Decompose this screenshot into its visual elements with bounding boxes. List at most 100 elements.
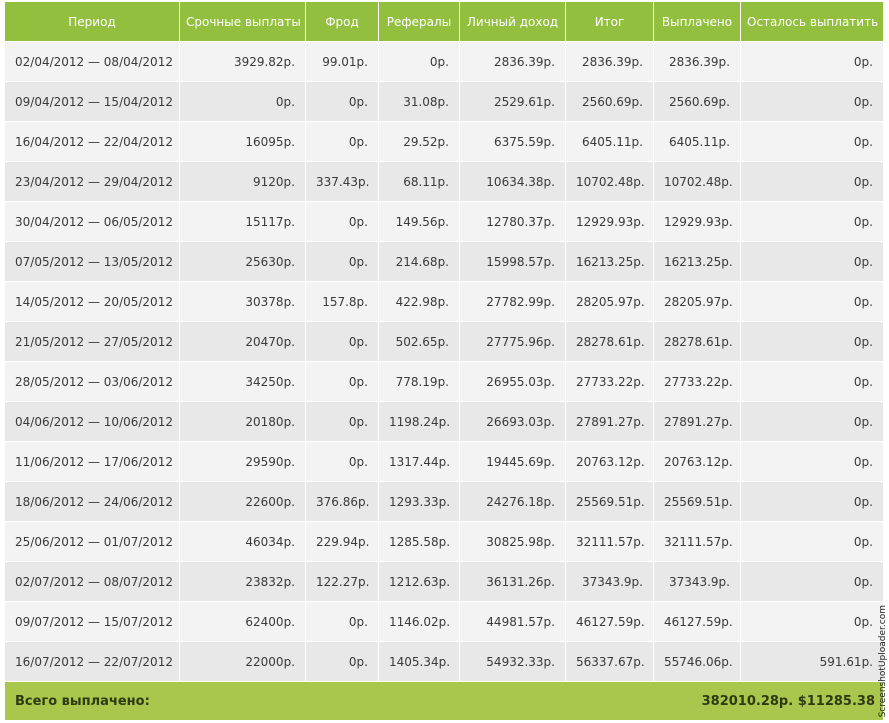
column-header-referrals: Рефералы xyxy=(379,2,460,41)
cell-paid: 27733.22р. xyxy=(654,361,741,401)
cell-referrals: 29.52р. xyxy=(379,121,460,161)
totals-label: Всего выплачено: xyxy=(15,693,150,709)
cell-personal-income: 15998.57р. xyxy=(460,241,566,281)
table-row: 14/05/2012 — 20/05/2012 30378р. 157.8р. 422… xyxy=(5,281,883,321)
table-row: 02/07/2012 — 08/07/2012 23832р. 122.27р. 12… xyxy=(5,561,883,601)
cell-urgent-payouts: 30378р. xyxy=(180,281,306,321)
cell-paid: 37343.9р. xyxy=(654,561,741,601)
cell-urgent-payouts: 16095р. xyxy=(180,121,306,161)
cell-total: 2560.69р. xyxy=(566,81,654,121)
column-header-urgent-payouts: Срочные выплаты xyxy=(180,2,306,41)
cell-fraud: 0р. xyxy=(306,441,379,481)
cell-total: 28205.97р. xyxy=(566,281,654,321)
cell-total: 32111.57р. xyxy=(566,521,654,561)
cell-urgent-payouts: 22600р. xyxy=(180,481,306,521)
cell-paid: 55746.06р. xyxy=(654,641,741,681)
cell-period: 16/07/2012 — 22/07/2012 xyxy=(5,641,180,681)
cell-personal-income: 44981.57р. xyxy=(460,601,566,641)
column-header-paid: Выплачено xyxy=(654,2,741,41)
cell-total: 27733.22р. xyxy=(566,361,654,401)
cell-personal-income: 24276.18р. xyxy=(460,481,566,521)
table-row: 21/05/2012 — 27/05/2012 20470р. 0р. 502.65р… xyxy=(5,321,883,361)
cell-remaining: 0р. xyxy=(741,441,883,481)
table-row: 02/04/2012 — 08/04/2012 3929.82р. 99.01р. 0… xyxy=(5,41,883,81)
cell-period: 02/04/2012 — 08/04/2012 xyxy=(5,41,180,81)
column-header-personal-income: Личный доход xyxy=(460,2,566,41)
cell-fraud: 0р. xyxy=(306,201,379,241)
cell-personal-income: 6375.59р. xyxy=(460,121,566,161)
cell-remaining: 0р. xyxy=(741,161,883,201)
cell-fraud: 0р. xyxy=(306,401,379,441)
cell-personal-income: 26693.03р. xyxy=(460,401,566,441)
table-row: 04/06/2012 — 10/06/2012 20180р. 0р. 1198.24… xyxy=(5,401,883,441)
totals-value: 382010.28р. $11285.38 xyxy=(701,693,875,709)
cell-remaining: 0р. xyxy=(741,81,883,121)
cell-personal-income: 19445.69р. xyxy=(460,441,566,481)
cell-personal-income: 27782.99р. xyxy=(460,281,566,321)
cell-fraud: 0р. xyxy=(306,241,379,281)
table-row: 11/06/2012 — 17/06/2012 29590р. 0р. 1317.44… xyxy=(5,441,883,481)
cell-urgent-payouts: 23832р. xyxy=(180,561,306,601)
cell-total: 25569.51р. xyxy=(566,481,654,521)
cell-total: 28278.61р. xyxy=(566,321,654,361)
cell-total: 27891.27р. xyxy=(566,401,654,441)
column-header-total: Итог xyxy=(566,2,654,41)
cell-referrals: 1146.02р. xyxy=(379,601,460,641)
table-row: 16/04/2012 — 22/04/2012 16095р. 0р. 29.52р.… xyxy=(5,121,883,161)
cell-period: 21/05/2012 — 27/05/2012 xyxy=(5,321,180,361)
cell-remaining: 0р. xyxy=(741,521,883,561)
cell-urgent-payouts: 25630р. xyxy=(180,241,306,281)
watermark-text: ScreenshotUploader.com xyxy=(878,604,888,717)
table-row: 25/06/2012 — 01/07/2012 46034р. 229.94р. 12… xyxy=(5,521,883,561)
cell-fraud: 0р. xyxy=(306,321,379,361)
cell-fraud: 0р. xyxy=(306,81,379,121)
cell-urgent-payouts: 15117р. xyxy=(180,201,306,241)
cell-personal-income: 54932.33р. xyxy=(460,641,566,681)
cell-referrals: 1212.63р. xyxy=(379,561,460,601)
cell-paid: 2560.69р. xyxy=(654,81,741,121)
table-row: 30/04/2012 — 06/05/2012 15117р. 0р. 149.56р… xyxy=(5,201,883,241)
cell-personal-income: 26955.03р. xyxy=(460,361,566,401)
cell-remaining: 0р. xyxy=(741,41,883,81)
cell-personal-income: 30825.98р. xyxy=(460,521,566,561)
cell-remaining: 0р. xyxy=(741,241,883,281)
cell-paid: 10702.48р. xyxy=(654,161,741,201)
cell-referrals: 31.08р. xyxy=(379,81,460,121)
table-row: 09/04/2012 — 15/04/2012 0р. 0р. 31.08р. 2529… xyxy=(5,81,883,121)
cell-urgent-payouts: 22000р. xyxy=(180,641,306,681)
payouts-panel: Период Срочные выплаты Фрод Рефералы Лич… xyxy=(5,2,883,720)
cell-fraud: 157.8р. xyxy=(306,281,379,321)
cell-total: 46127.59р. xyxy=(566,601,654,641)
cell-paid: 20763.12р. xyxy=(654,441,741,481)
cell-personal-income: 27775.96р. xyxy=(460,321,566,361)
cell-referrals: 68.11р. xyxy=(379,161,460,201)
cell-paid: 25569.51р. xyxy=(654,481,741,521)
cell-remaining: 0р. xyxy=(741,201,883,241)
cell-referrals: 1317.44р. xyxy=(379,441,460,481)
cell-period: 16/04/2012 — 22/04/2012 xyxy=(5,121,180,161)
cell-remaining: 0р. xyxy=(741,561,883,601)
cell-period: 04/06/2012 — 10/06/2012 xyxy=(5,401,180,441)
cell-remaining: 0р. xyxy=(741,401,883,441)
cell-remaining: 0р. xyxy=(741,281,883,321)
cell-referrals: 1285.58р. xyxy=(379,521,460,561)
cell-period: 09/07/2012 — 15/07/2012 xyxy=(5,601,180,641)
cell-urgent-payouts: 62400р. xyxy=(180,601,306,641)
cell-total: 16213.25р. xyxy=(566,241,654,281)
table-row: 07/05/2012 — 13/05/2012 25630р. 0р. 214.68р… xyxy=(5,241,883,281)
cell-period: 30/04/2012 — 06/05/2012 xyxy=(5,201,180,241)
cell-paid: 2836.39р. xyxy=(654,41,741,81)
cell-personal-income: 36131.26р. xyxy=(460,561,566,601)
cell-fraud: 337.43р. xyxy=(306,161,379,201)
cell-fraud: 0р. xyxy=(306,121,379,161)
cell-total: 10702.48р. xyxy=(566,161,654,201)
cell-fraud: 0р. xyxy=(306,361,379,401)
cell-urgent-payouts: 0р. xyxy=(180,81,306,121)
cell-period: 07/05/2012 — 13/05/2012 xyxy=(5,241,180,281)
payouts-table: Период Срочные выплаты Фрод Рефералы Лич… xyxy=(5,2,883,681)
cell-period: 02/07/2012 — 08/07/2012 xyxy=(5,561,180,601)
cell-referrals: 1198.24р. xyxy=(379,401,460,441)
cell-period: 18/06/2012 — 24/06/2012 xyxy=(5,481,180,521)
cell-referrals: 1293.33р. xyxy=(379,481,460,521)
cell-paid: 28278.61р. xyxy=(654,321,741,361)
